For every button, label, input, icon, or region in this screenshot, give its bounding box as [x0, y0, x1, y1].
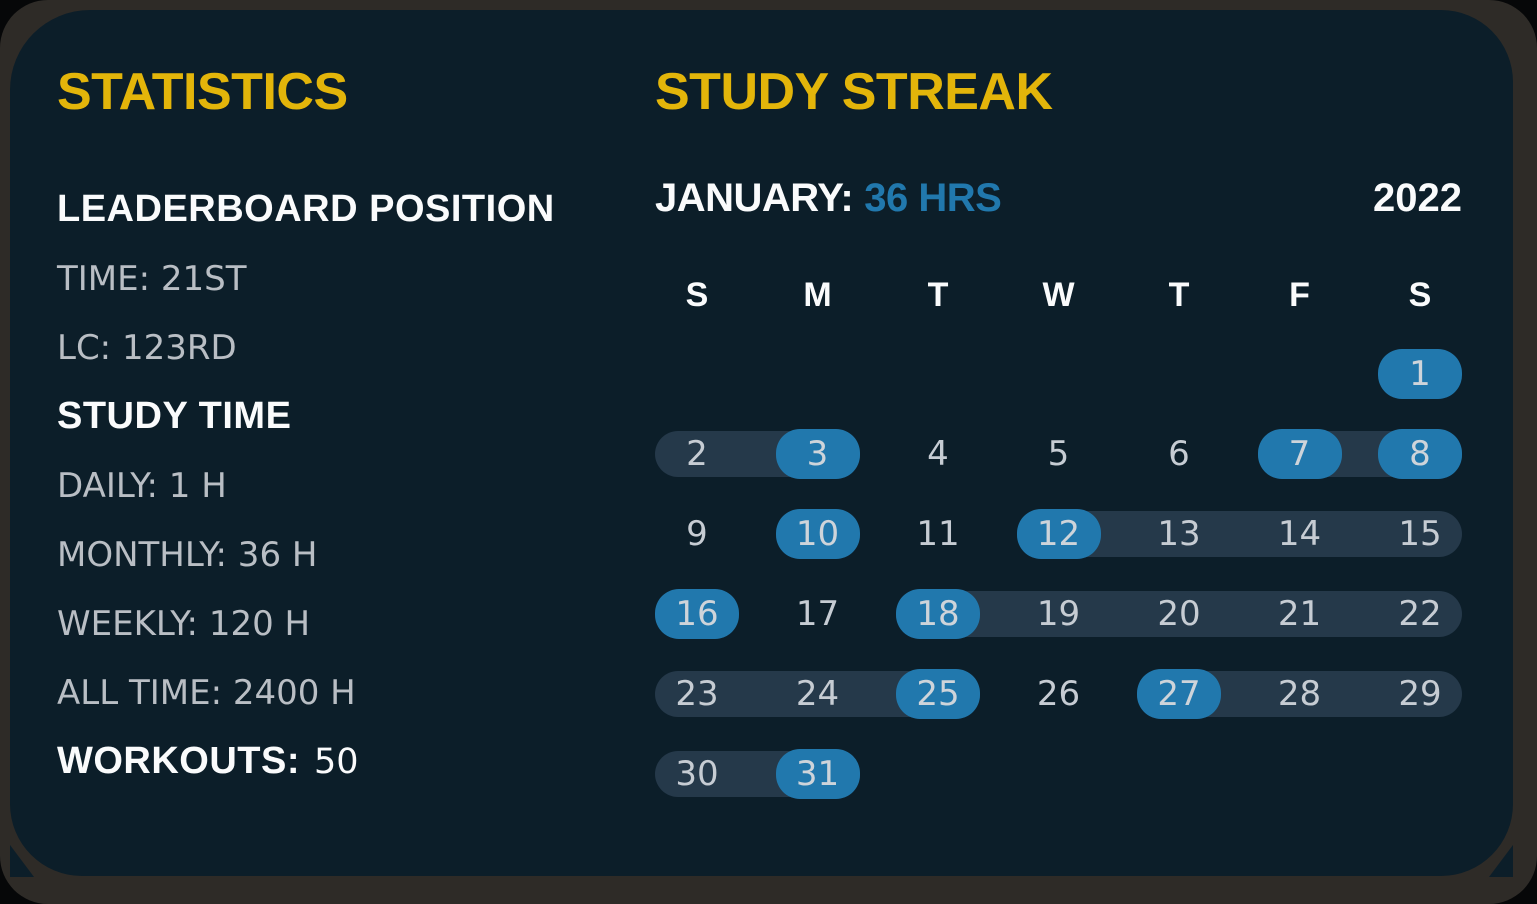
leaderboard-lc-rank: LC: 123RD: [57, 327, 237, 368]
calendar-day: 21: [1277, 594, 1322, 634]
calendar-day-studied: 31: [775, 749, 860, 799]
calendar-day-studied: 7: [1257, 429, 1342, 479]
month-hours-value: 36 HRS: [864, 175, 1002, 220]
leaderboard-time-rank: TIME: 21ST: [57, 258, 247, 299]
calendar-day: 30: [675, 754, 719, 794]
calendar-day: 29: [1398, 674, 1442, 714]
calendar-header: JANUARY: 36 HRS 2022: [655, 175, 1462, 221]
calendar-day-studied: 16: [655, 589, 739, 639]
study-streak-title: STUDY STREAK: [655, 63, 1053, 121]
statistics-title: STATISTICS: [57, 63, 348, 121]
calendar-day: 28: [1277, 674, 1322, 714]
calendar-day: 26: [1036, 674, 1081, 714]
calendar-day: 22: [1398, 594, 1442, 634]
calendar-day-studied: 8: [1378, 429, 1462, 479]
weekday-label: S: [1408, 275, 1432, 314]
calendar-day: 11: [916, 514, 960, 554]
calendar-day: 5: [1047, 434, 1070, 474]
study-time-heading: STUDY TIME: [57, 395, 292, 437]
calendar-day: 6: [1168, 434, 1190, 474]
workouts-line: WORKOUTS: 50: [57, 727, 617, 796]
weekday-label: M: [803, 275, 832, 314]
weekday-label: T: [1168, 275, 1190, 314]
calendar-day: 19: [1036, 594, 1081, 634]
study-time-alltime: ALL TIME: 2400 H: [57, 672, 356, 713]
calendar-day-studied: 12: [1016, 509, 1101, 559]
calendar-day-studied: 1: [1378, 349, 1462, 399]
calendar-day: 4: [927, 434, 949, 474]
calendar-day: 2: [686, 434, 708, 474]
streak-range-pill: [896, 591, 1462, 637]
month-hours-group: JANUARY: 36 HRS: [655, 175, 1002, 221]
statistics-list: LEADERBOARD POSITION TIME: 21ST LC: 123R…: [57, 175, 617, 796]
calendar-day-studied: 10: [775, 509, 860, 559]
calendar-day: 15: [1398, 514, 1442, 554]
calendar-day-studied: 18: [896, 589, 980, 639]
weekday-label: W: [1042, 275, 1075, 314]
calendar-day: 9: [686, 514, 708, 554]
study-streak-calendar: 1 2 3 4 5 6 7 8 9 10 11 12 13 14 15 16 17 18 19 20 21 22 23 24 2…: [655, 349, 1462, 829]
statistics-panel: STATISTICS LEADERBOARD POSITION TIME: 21…: [57, 10, 617, 876]
calendar-day: 17: [795, 594, 840, 634]
study-time-daily: DAILY: 1 H: [57, 465, 227, 506]
study-time-monthly: MONTHLY: 36 H: [57, 534, 318, 575]
weekday-label: S: [685, 275, 709, 314]
calendar-day: 13: [1157, 514, 1201, 554]
workouts-value: 50: [314, 741, 359, 782]
month-label: JANUARY:: [655, 175, 854, 220]
calendar-day: 23: [675, 674, 719, 714]
calendar-day-studied: 27: [1137, 669, 1221, 719]
calendar-day-studied: 25: [896, 669, 980, 719]
workouts-label: WORKOUTS:: [57, 740, 301, 782]
stats-card: STATISTICS LEADERBOARD POSITION TIME: 21…: [10, 10, 1513, 876]
calendar-day-studied: 3: [775, 429, 860, 479]
weekday-label: T: [927, 275, 949, 314]
calendar-day: 20: [1157, 594, 1201, 634]
calendar-day: 14: [1277, 514, 1322, 554]
year-label: 2022: [1373, 175, 1462, 220]
study-time-weekly: WEEKLY: 120 H: [57, 603, 311, 644]
calendar-day: 24: [795, 674, 840, 714]
weekday-label: F: [1289, 275, 1310, 314]
leaderboard-position-heading: LEADERBOARD POSITION: [57, 188, 555, 230]
